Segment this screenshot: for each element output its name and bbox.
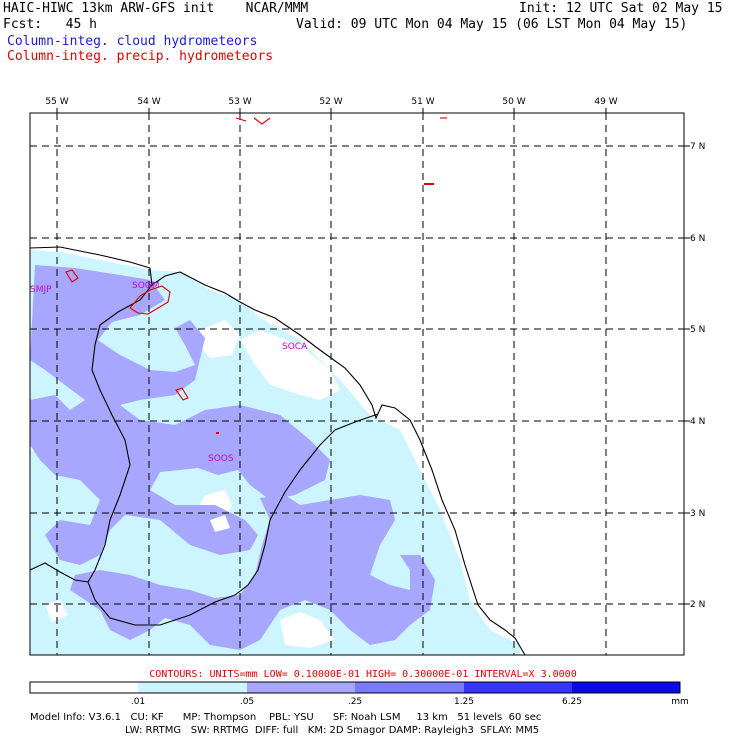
colorbar-swatch [572,682,680,693]
colorbar-label: .25 [348,697,362,707]
lon-label: 50 W [502,97,525,107]
lon-label: 49 W [594,97,617,107]
precip-contour [129,285,171,315]
colorbar-swatch [138,682,247,693]
station-label: SOGM [132,281,160,291]
coastlines-borders [30,246,526,655]
border-guyana [30,562,89,583]
colorbar-swatch [30,682,138,693]
lon-label: 54 W [137,97,160,107]
lon-label: 55 W [45,97,68,107]
precip-contour [235,117,271,125]
colorbar-frame [29,681,681,694]
plot-frame [29,112,685,656]
lat-label: 6 N [690,234,705,244]
cloud-hydrometeors-label: Column-integ. cloud hydrometeors [7,34,258,49]
colorbar-label: 1.25 [454,697,474,707]
colorbar-label: 6.25 [562,697,582,707]
cloud-shade-mid [70,495,435,650]
init-time: Init: 12 UTC Sat 02 May 15 [519,1,723,16]
precip-contours [65,117,447,434]
border-suriname-guyane [87,284,379,626]
colorbar-label: .05 [240,697,254,707]
lat-ticks [684,145,690,605]
lat-labels: 7 N 6 N 5 N 4 N 3 N 2 N [690,142,705,610]
lon-label: 53 W [228,97,251,107]
colorbar: .01 .05 .25 1.25 6.25 mm [29,681,689,707]
lat-label: 4 N [690,417,705,427]
model-info-line-2: LW: RRTMG SW: RRTMG DIFF: full KM: 2D Sm… [125,725,540,736]
model-info-line-1: Model Info: V3.6.1 CU: KF MP: Thompson P… [30,712,542,723]
stations: SMJP SOGM SOCA SOOS [30,281,308,464]
precip-contour [65,269,79,283]
clear-hole [198,320,240,358]
station-label: SMJP [30,285,52,295]
clear-hole [240,330,340,400]
lon-ticks [56,108,607,113]
lon-label: 52 W [319,97,342,107]
station-label: SOOS [208,454,234,464]
colorbar-swatch [247,682,355,693]
model-title: HAIC-HIWC 13km ARW-GFS init NCAR/MMM [3,1,309,16]
station-label: SOCA [282,342,308,352]
colorbar-unit: mm [671,697,689,707]
lat-label: 5 N [690,325,705,335]
forecast-hour: Fcst: 45 h [3,17,97,32]
cloud-shade-mid [30,265,330,565]
contours-info: CONTOURS: UNITS=mm LOW= 0.10000E-01 HIGH… [149,669,576,680]
coastline [30,246,526,655]
lon-label: 51 W [411,97,434,107]
lon-labels: 55 W 54 W 53 W 52 W 51 W 50 W 49 W [45,97,617,107]
colorbar-label: .01 [131,697,145,707]
colorbar-swatch [464,682,572,693]
precip-contour [175,387,189,401]
shaded-field [30,250,520,655]
valid-time: Valid: 09 UTC Mon 04 May 15 (06 LST Mon … [296,17,688,32]
lat-label: 3 N [690,509,705,519]
colorbar-swatch [355,682,464,693]
precip-hydrometeors-label: Column-integ. precip. hydrometeors [7,49,274,64]
lat-label: 7 N [690,142,705,152]
lat-label: 2 N [690,600,705,610]
